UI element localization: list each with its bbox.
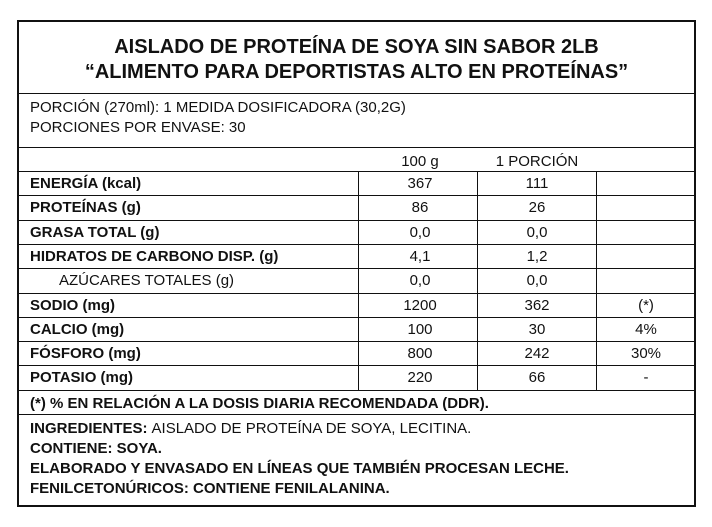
value-portion: 66 <box>528 369 546 387</box>
value-100g: 220 <box>407 369 433 387</box>
row-label: CALCIO (mg) <box>30 320 125 338</box>
row-label: PROTEÍNAS (g) <box>30 199 141 217</box>
note: FENILCETONÚRICOS: CONTIENE FENILALANINA. <box>30 480 390 497</box>
row-divider <box>19 316 694 318</box>
ingredients: INGREDIENTES: AISLADO DE PROTEÍNA DE SOYA… <box>30 420 471 437</box>
column-header: 100 g <box>401 153 439 170</box>
row-divider <box>19 219 694 221</box>
row-divider <box>19 389 694 391</box>
title-line: “ALIMENTO PARA DEPORTISTAS ALTO EN PROTE… <box>84 61 629 83</box>
row-divider <box>19 341 694 343</box>
row-divider <box>19 243 694 245</box>
value-100g: 0,0 <box>409 272 431 290</box>
divider <box>19 93 694 94</box>
value-portion: 26 <box>528 199 546 217</box>
row-label: HIDRATOS DE CARBONO DISP. (g) <box>30 247 279 265</box>
row-divider <box>19 195 694 197</box>
value-100g: 100 <box>407 320 433 338</box>
value-portion: 362 <box>524 296 550 314</box>
column-divider <box>596 171 597 390</box>
value-portion: 242 <box>524 345 550 363</box>
footnote: (*) % EN RELACIÓN A LA DOSIS DIARIA RECO… <box>30 395 489 412</box>
row-label: ENERGÍA (kcal) <box>30 175 142 192</box>
ingredients-label: INGREDIENTES: <box>30 420 148 437</box>
row-label: AZÚCARES TOTALES (g) <box>59 272 235 290</box>
portion-line: PORCIONES POR ENVASE: 30 <box>30 119 246 136</box>
value-dv: 4% <box>635 320 657 338</box>
value-portion: 30 <box>528 320 546 338</box>
note: CONTIENE: SOYA. <box>30 440 162 457</box>
row-divider <box>19 365 694 367</box>
row-divider <box>19 292 694 294</box>
value-100g: 86 <box>411 199 429 217</box>
value-portion: 0,0 <box>526 223 548 241</box>
row-divider <box>19 171 694 172</box>
value-dv: 30% <box>630 345 662 363</box>
value-dv: - <box>643 369 649 387</box>
row-label: POTASIO (mg) <box>30 369 134 387</box>
value-100g: 4,1 <box>409 247 431 265</box>
column-header: 1 PORCIÓN <box>495 153 579 170</box>
value-dv: (*) <box>638 296 654 314</box>
row-label: GRASA TOTAL (g) <box>30 223 160 241</box>
column-divider <box>477 171 478 390</box>
nutrition-label: AISLADO DE PROTEÍNA DE SOYA SIN SABOR 2L… <box>17 20 696 507</box>
value-portion: 1,2 <box>526 247 548 265</box>
value-portion: 0,0 <box>526 272 548 290</box>
value-100g: 800 <box>407 345 433 363</box>
ingredients-text: AISLADO DE PROTEÍNA DE SOYA, LECITINA. <box>151 420 472 437</box>
portion-line: PORCIÓN (270ml): 1 MEDIDA DOSIFICADORA (… <box>30 99 406 116</box>
value-portion: 111 <box>525 175 549 192</box>
divider <box>19 147 694 148</box>
note: ELABORADO Y ENVASADO EN LÍNEAS QUE TAMBI… <box>30 460 569 477</box>
column-divider <box>358 171 359 390</box>
row-label: FÓSFORO (mg) <box>30 345 141 363</box>
value-100g: 1200 <box>403 296 437 314</box>
divider <box>19 414 694 415</box>
row-divider <box>19 268 694 270</box>
value-100g: 0,0 <box>409 223 431 241</box>
row-label: SODIO (mg) <box>30 296 115 314</box>
title-line: AISLADO DE PROTEÍNA DE SOYA SIN SABOR 2L… <box>114 36 599 58</box>
value-100g: 367 <box>407 175 433 192</box>
